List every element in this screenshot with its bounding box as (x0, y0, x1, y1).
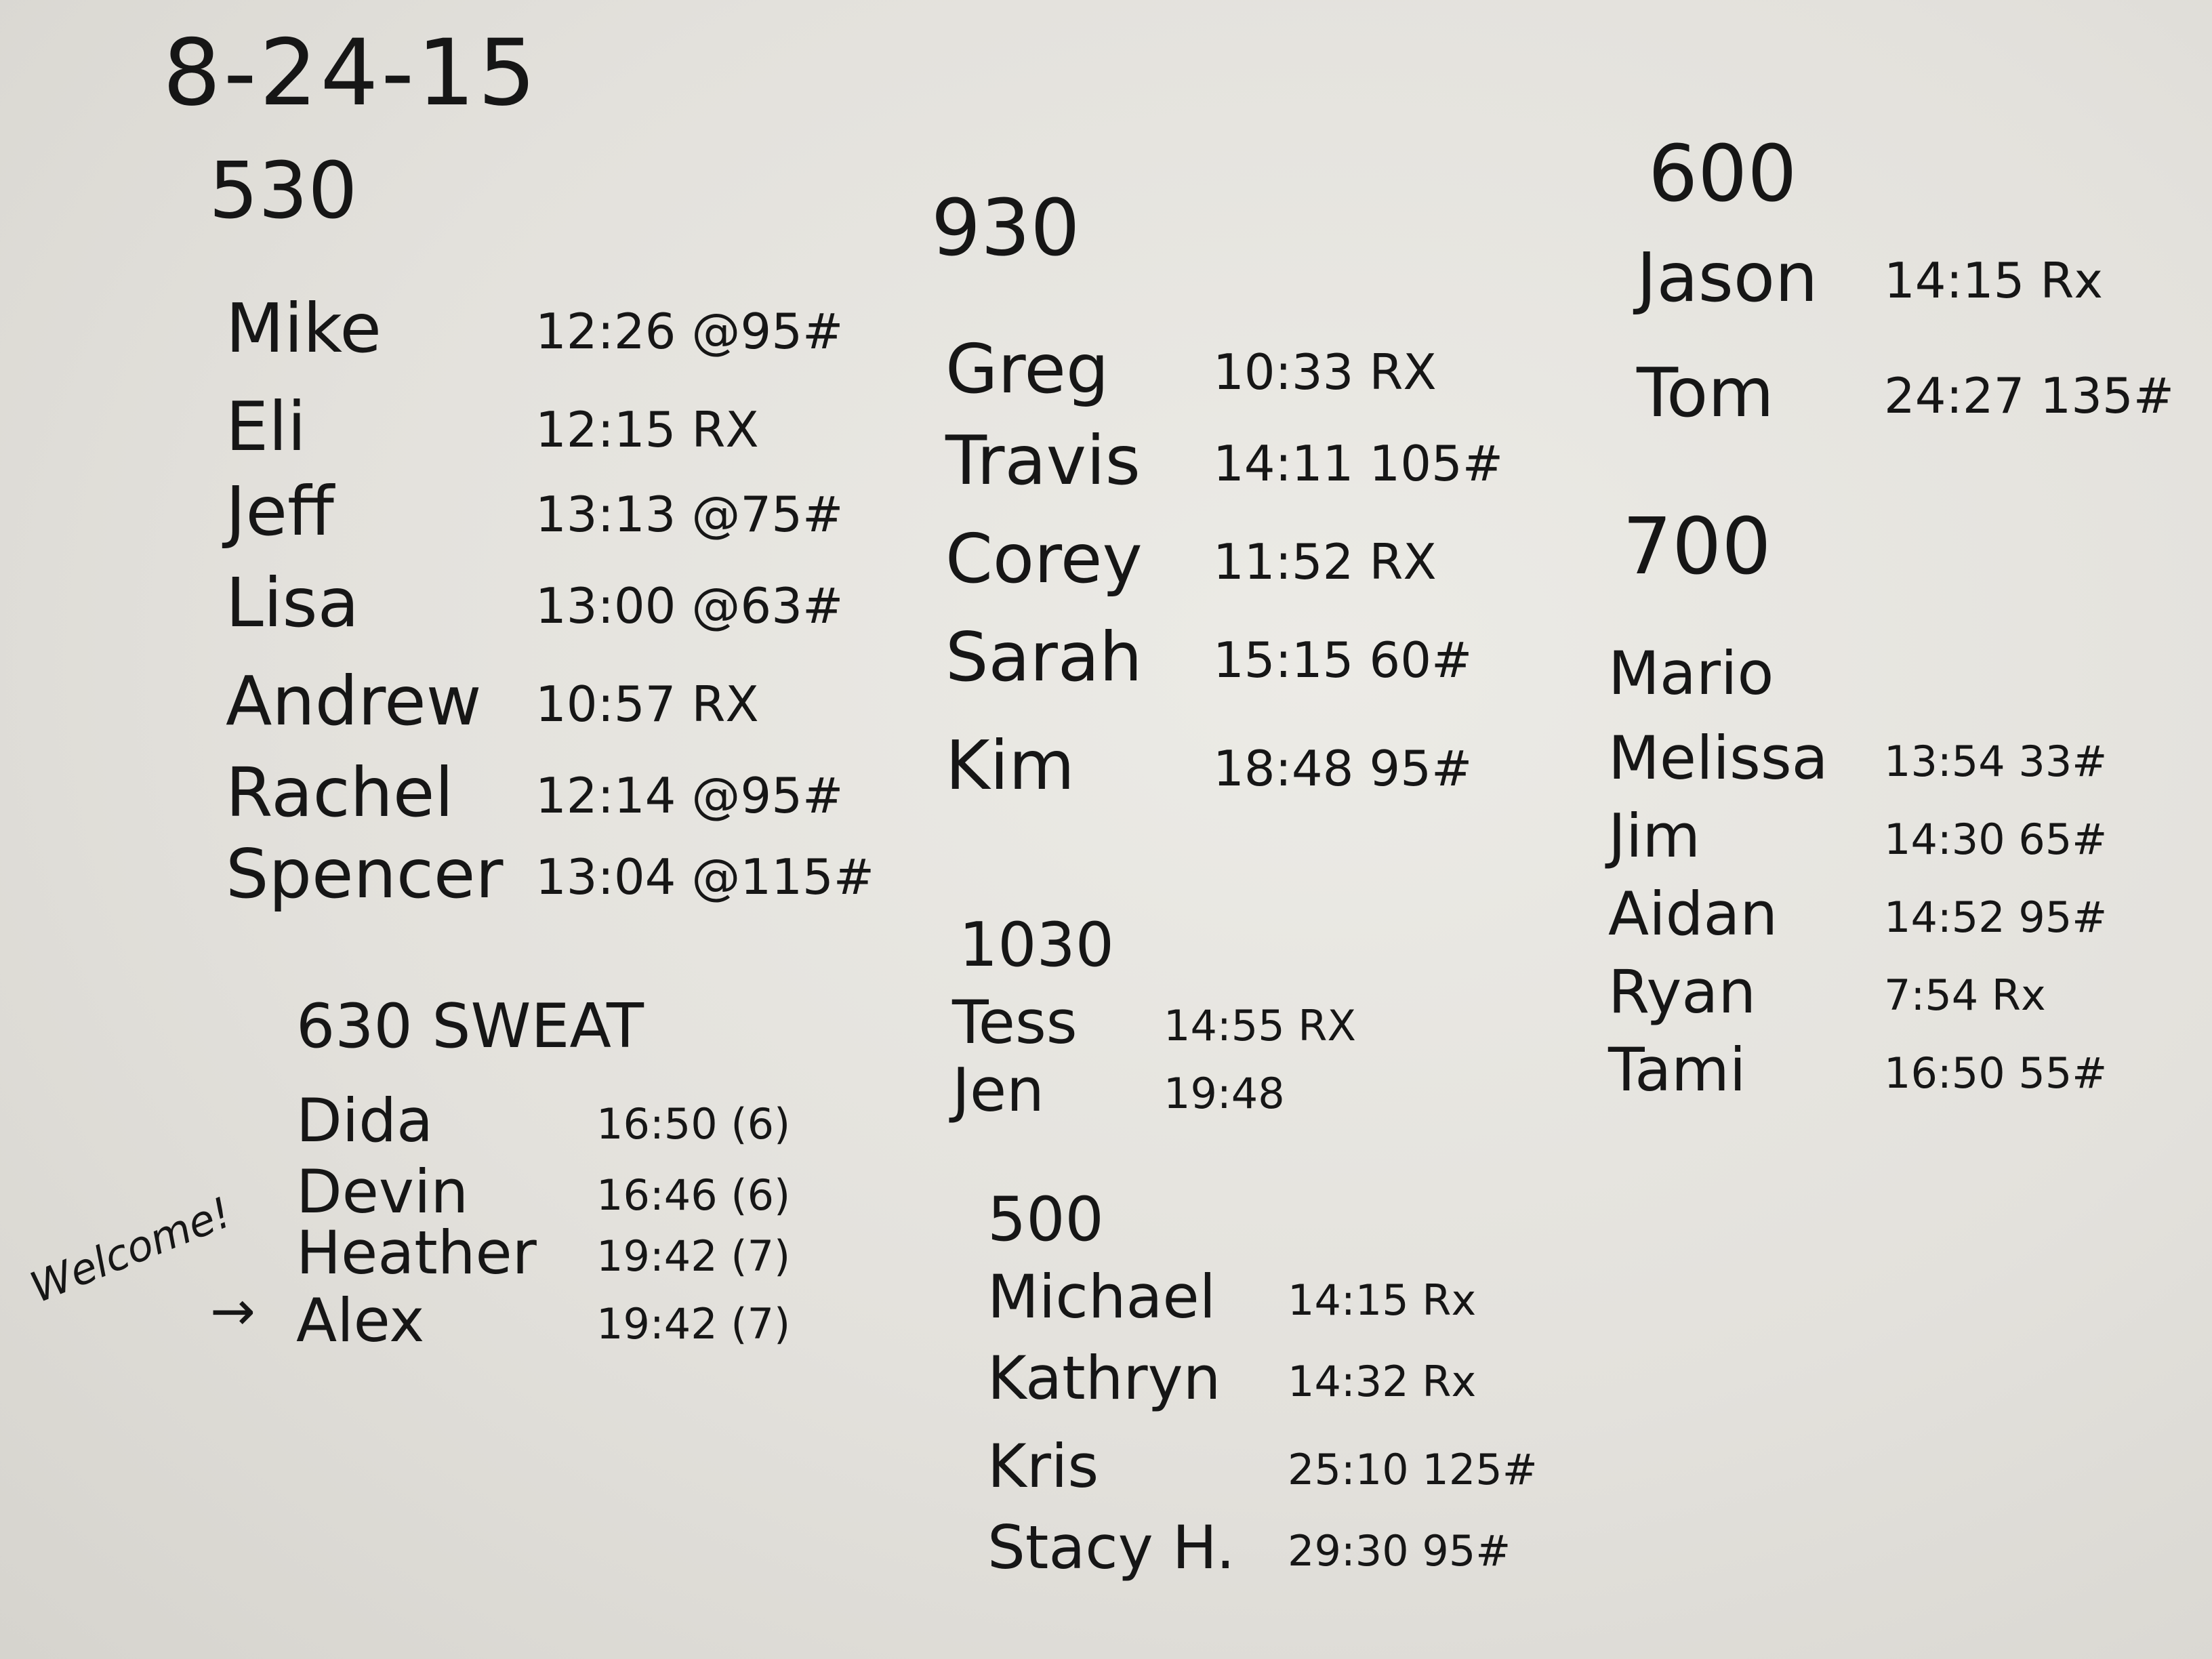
athlete-result: 11:52 RX (1213, 533, 1437, 590)
athlete-result: 13:04 @115# (535, 848, 875, 905)
athlete-result: 13:13 @75# (535, 486, 844, 543)
athlete-name: Travis (945, 421, 1141, 500)
athlete-result: 10:57 RX (535, 676, 759, 733)
athlete-name: Dida (296, 1086, 433, 1155)
athlete-result: 13:54 33# (1884, 737, 2108, 786)
section-heading: 700 (1622, 501, 1771, 592)
athlete-name: Sarah (945, 617, 1143, 697)
athlete-name: Lisa (226, 563, 359, 642)
welcome-note: Welcome! (23, 1187, 239, 1313)
athlete-name: Tess (952, 987, 1078, 1057)
athlete-result: 19:48 (1164, 1069, 1285, 1118)
athlete-result: 18:48 95# (1213, 740, 1473, 797)
athlete-result: 14:30 65# (1884, 815, 2108, 864)
section-heading: 530 (209, 146, 358, 237)
athlete-name: Kathryn (987, 1343, 1221, 1413)
section-heading: 930 (931, 183, 1080, 274)
athlete-result: 12:14 @95# (535, 767, 844, 824)
athlete-result: 14:11 105# (1213, 435, 1504, 492)
athlete-result: 16:50 55# (1884, 1048, 2108, 1098)
section-heading: 600 (1648, 129, 1797, 220)
athlete-result: 12:26 @95# (535, 303, 844, 360)
athlete-name: Devin (296, 1157, 469, 1227)
athlete-result: 19:42 (7) (596, 1299, 791, 1349)
section-heading: 500 (987, 1184, 1104, 1255)
athlete-name: Kris (987, 1431, 1099, 1501)
athlete-name: Ryan (1608, 957, 1757, 1027)
athlete-name: Jim (1608, 801, 1701, 871)
athlete-name: Aidan (1608, 879, 1778, 949)
athlete-result: 16:46 (6) (596, 1170, 791, 1220)
athlete-result: 24:27 135# (1884, 367, 2175, 424)
athlete-result: 14:55 RX (1164, 1001, 1356, 1050)
athlete-result: 16:50 (6) (596, 1099, 791, 1149)
athlete-name: Tom (1637, 353, 1774, 432)
athlete-result: 14:32 Rx (1288, 1357, 1477, 1406)
athlete-name: Heather (296, 1218, 537, 1288)
athlete-result: 14:15 Rx (1288, 1275, 1477, 1325)
athlete-name: Greg (945, 329, 1109, 409)
section-heading: 1030 (959, 909, 1115, 981)
athlete-name: Corey (945, 519, 1143, 598)
athlete-name: Mike (226, 289, 382, 368)
athlete-result: 13:00 @63# (535, 577, 844, 634)
athlete-result: 14:52 95# (1884, 893, 2108, 942)
athlete-result: 29:30 95# (1288, 1526, 1511, 1576)
athlete-name: Rachel (226, 753, 454, 832)
athlete-name: Tami (1608, 1035, 1746, 1105)
athlete-name: Alex (296, 1286, 425, 1355)
athlete-name: Michael (987, 1262, 1216, 1332)
athlete-name: Kim (945, 726, 1075, 805)
athlete-name: Eli (226, 387, 306, 466)
athlete-result: 15:15 60# (1213, 632, 1473, 689)
athlete-name: Jeff (226, 472, 334, 551)
athlete-result: 14:15 Rx (1884, 252, 2104, 309)
athlete-name: Jason (1637, 238, 1818, 317)
athlete-name: Melissa (1608, 723, 1828, 793)
board-date: 8-24-15 (163, 20, 539, 126)
athlete-result: 7:54 Rx (1884, 970, 2046, 1020)
athlete-name: Stacy H. (987, 1513, 1235, 1582)
athlete-result: 25:10 125# (1288, 1445, 1538, 1494)
athlete-name: Andrew (226, 661, 482, 741)
athlete-name: Jen (952, 1055, 1044, 1125)
athlete-result: 19:42 (7) (596, 1231, 791, 1281)
athlete-result: 10:33 RX (1213, 344, 1437, 401)
athlete-name: Spencer (226, 834, 504, 914)
athlete-name: Mario (1608, 638, 1774, 708)
section-heading: 630 SWEAT (296, 991, 644, 1062)
athlete-result: 12:15 RX (535, 401, 759, 458)
arrow-icon: → (210, 1279, 256, 1343)
